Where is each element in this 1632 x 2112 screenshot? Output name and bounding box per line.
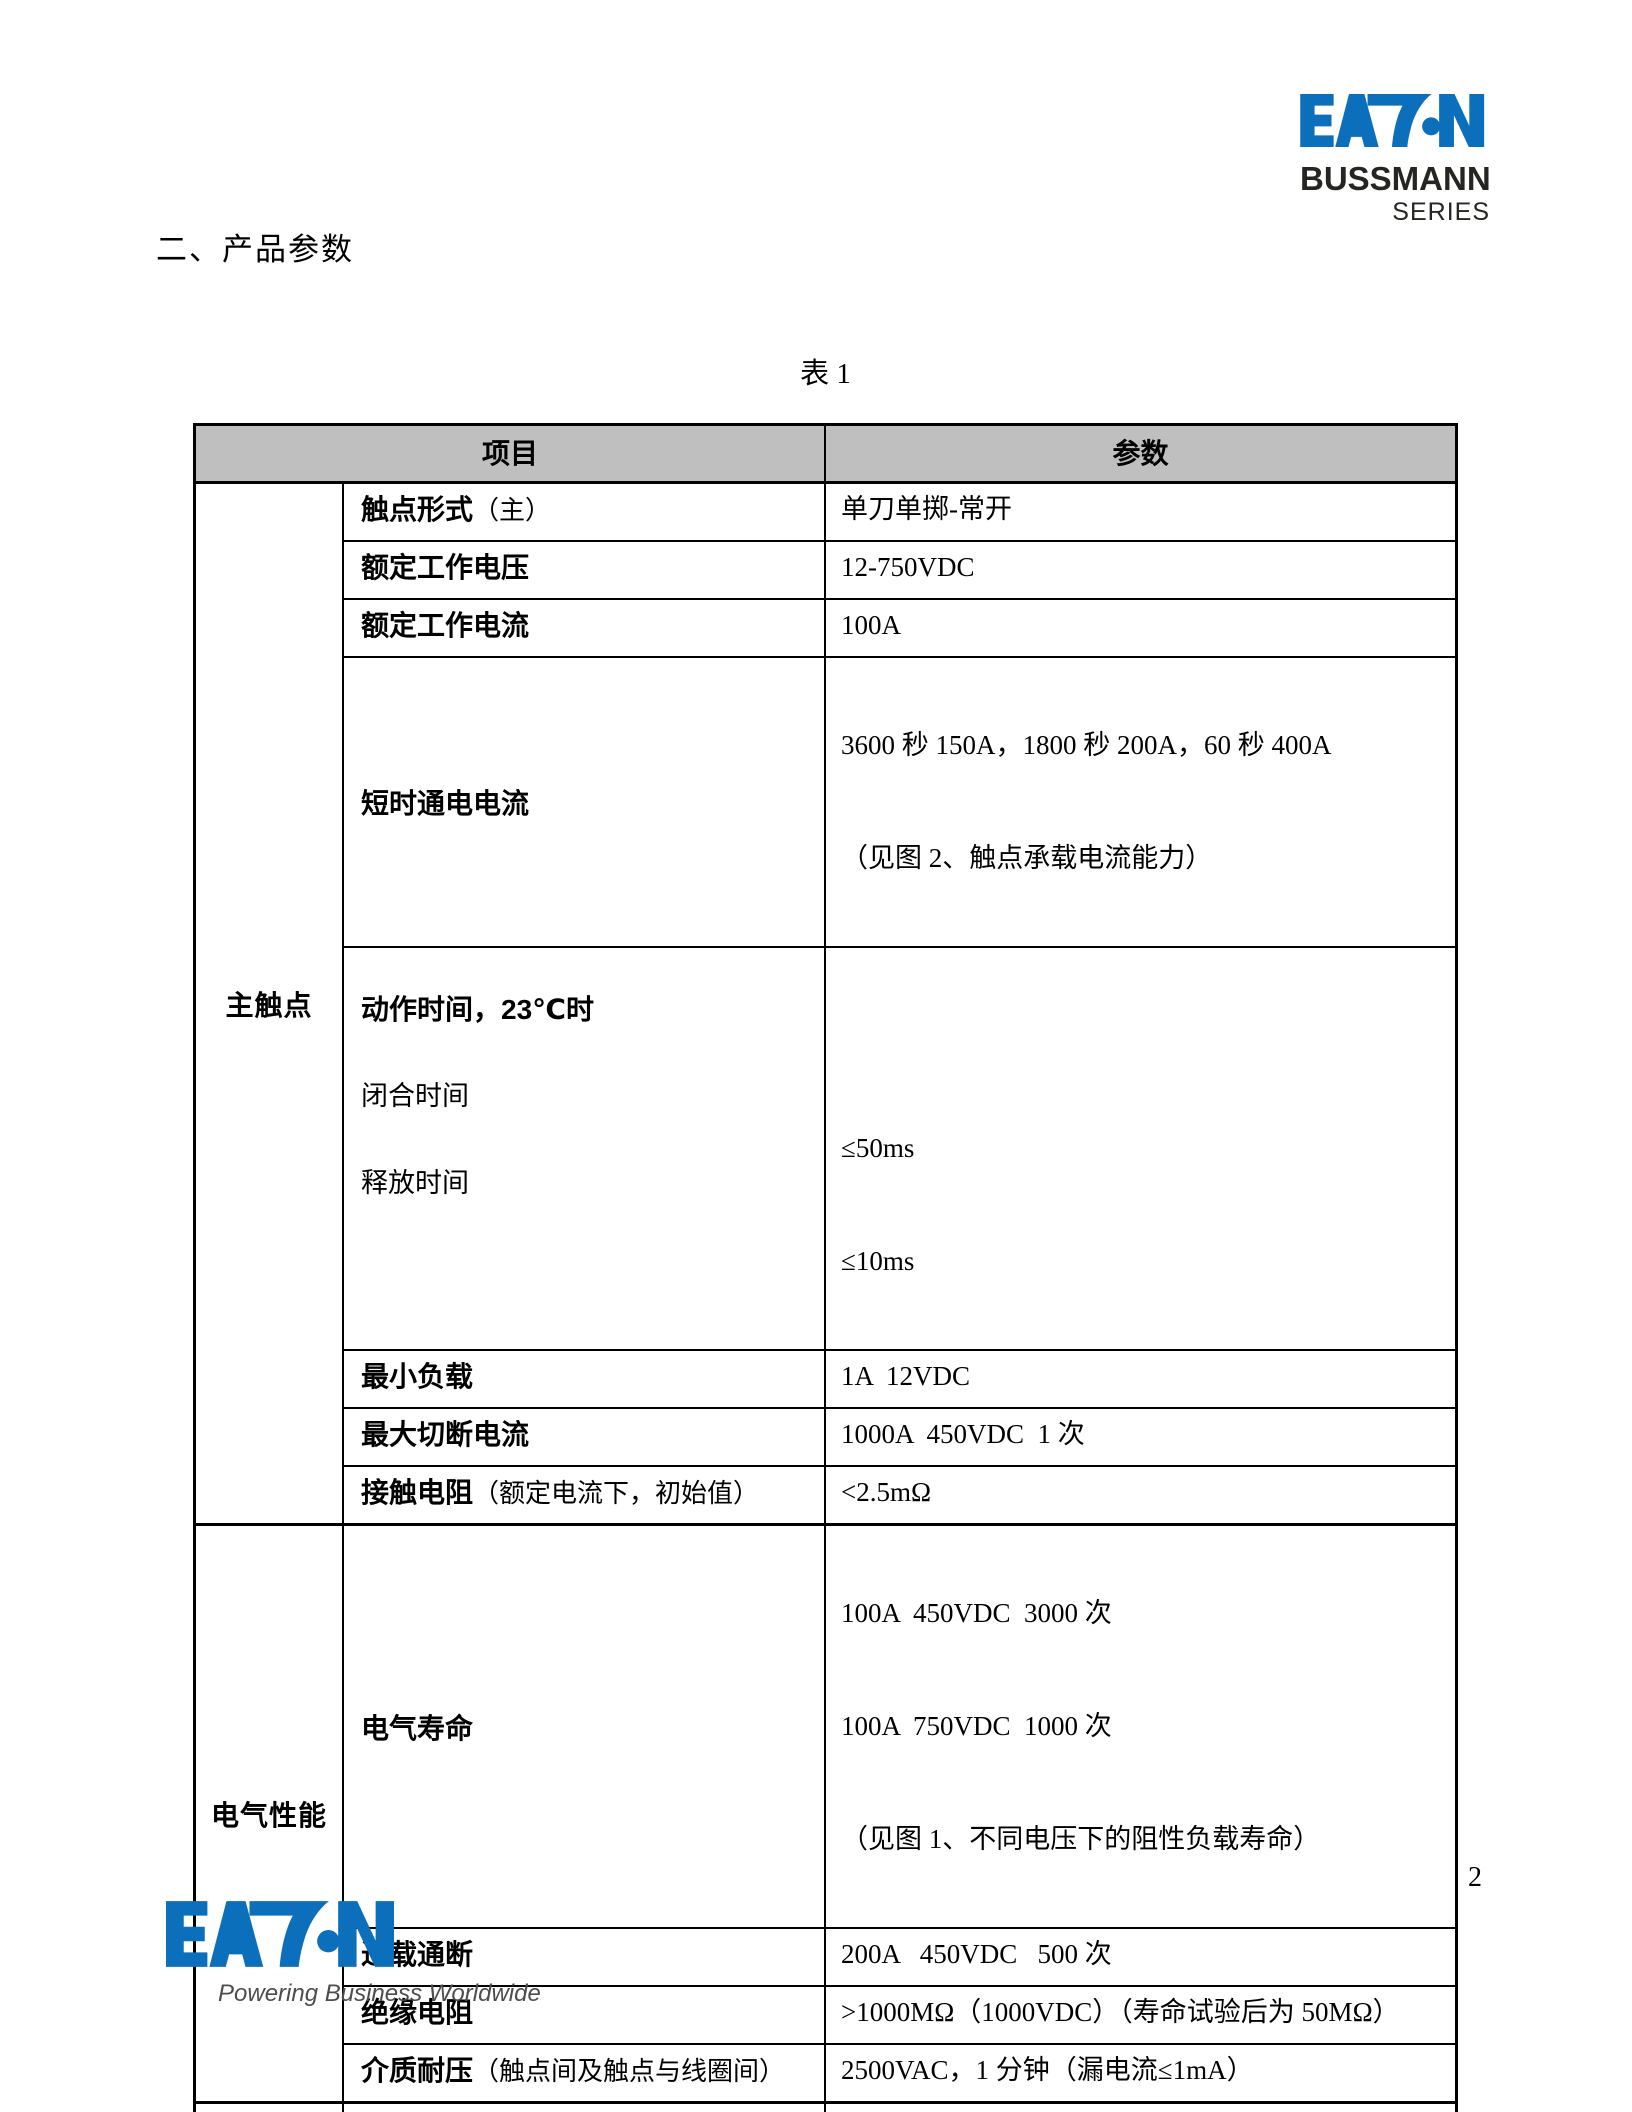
row-value: 单刀单掷-常开	[841, 494, 1012, 524]
table-row: 耐冲击-误动作冲击 半正弦波，11ms，196m/s²	[344, 2104, 1455, 2112]
row-value: 2500VAC，1 分钟（漏电流≤1mA）	[841, 2055, 1254, 2085]
row-value-line: ≤10ms	[841, 1246, 915, 1276]
header-cell-item: 项目	[196, 426, 826, 481]
row-label: 额定工作电压	[361, 552, 530, 583]
table-row: 介质耐压（触点间及触点与线圈间） 2500VAC，1 分钟（漏电流≤1mA）	[344, 2043, 1455, 2101]
row-label: 最大切断电流	[361, 1419, 530, 1450]
row-value: <2.5mΩ	[841, 1477, 932, 1507]
table-title: 表 1	[800, 358, 851, 390]
row-sublabel: 释放时间	[361, 1168, 469, 1198]
row-label: 最小负载	[361, 1361, 474, 1392]
table-row: 额定工作电压 12-750VDC	[344, 540, 1455, 598]
row-label: 短时通电电流	[361, 788, 530, 819]
row-value: 12-750VDC	[841, 552, 975, 582]
row-label: 触点形式	[361, 494, 474, 525]
row-sublabel: 闭合时间	[361, 1081, 469, 1111]
table-group-main-contact: 主触点 触点形式（主） 单刀单掷-常开 额定工作电压 12-750VDC 额定工…	[196, 484, 1455, 1523]
table-row: 电气寿命 100A 450VDC 3000 次 100A 750VDC 1000…	[344, 1526, 1455, 1927]
row-value-line	[841, 1010, 1455, 1061]
row-value: 半正弦波，11ms，196m/s²	[826, 2104, 1455, 2112]
table-row: 短时通电电流 3600 秒 150A，1800 秒 200A，60 秒 400A…	[344, 656, 1455, 946]
row-value: >1000MΩ（1000VDC）（寿命试验后为 50MΩ）	[841, 1997, 1400, 2027]
spec-table: 项目 参数 主触点 触点形式（主） 单刀单掷-常开 额定工作电压 12-750V…	[193, 423, 1458, 2112]
row-value-line: （见图 1、不同电压下的阻性负载寿命）	[841, 1824, 1321, 1854]
row-label: 绝缘电阻	[361, 1997, 474, 2028]
row-label: 介质耐压	[361, 2055, 474, 2086]
row-value-line: ≤50ms	[841, 1133, 915, 1163]
table-group-electrical: 电气性能 电气寿命 100A 450VDC 3000 次 100A 750VDC…	[196, 1523, 1455, 2101]
section-heading: 二、产品参数	[156, 232, 354, 267]
row-label: 电气寿命	[361, 1712, 474, 1744]
brand-block-bottom: Powering Business Worldwide	[166, 1901, 541, 2008]
table-row: 绝缘电阻 >1000MΩ（1000VDC）（寿命试验后为 50MΩ）	[344, 1985, 1455, 2043]
row-value-line: 3600 秒 150A，1800 秒 200A，60 秒 400A	[841, 730, 1332, 760]
brand-block-top: BUSSMANN SERIES	[1300, 94, 1491, 226]
table-row: 触点形式（主） 单刀单掷-常开	[344, 484, 1455, 540]
row-value: 1A 12VDC	[841, 1361, 971, 1391]
row-value: 200A 450VDC 500 次	[841, 1939, 1112, 1969]
row-label-note: （主）	[473, 496, 552, 525]
header-cell-param: 参数	[1112, 438, 1169, 469]
table-row: 过载通断 200A 450VDC 500 次	[344, 1927, 1455, 1985]
row-value-line: 100A 450VDC 3000 次	[841, 1598, 1112, 1628]
series-wordmark: SERIES	[1392, 198, 1490, 226]
table-header-row: 项目 参数	[196, 426, 1455, 484]
row-value: 100A 450VDC 3000 次 100A 750VDC 1000 次 （见…	[826, 1526, 1455, 1927]
eaton-logo-icon	[166, 1901, 395, 1967]
row-value: 100A	[841, 610, 901, 640]
row-value: 1000A 450VDC 1 次	[841, 1419, 1085, 1449]
group-label: 主触点	[196, 484, 344, 1523]
row-label-note: （额定电流下，初始值）	[473, 1479, 760, 1508]
page-number: 2	[1468, 1862, 1482, 1893]
table-row: 最大切断电流 1000A 450VDC 1 次	[344, 1407, 1455, 1465]
table-row: 最小负载 1A 12VDC	[344, 1349, 1455, 1407]
row-value: 3600 秒 150A，1800 秒 200A，60 秒 400A （见图 2、…	[826, 658, 1455, 946]
table-group-mechanical: 机械性能 耐冲击-误动作冲击 半正弦波，11ms，196m/s² 耐冲击-耐久冲…	[196, 2101, 1455, 2112]
table-row: 额定工作电流 100A	[344, 598, 1455, 656]
row-value-line: （见图 2、触点承载电流能力）	[841, 843, 1213, 873]
row-label: 接触电阻	[361, 1477, 474, 1508]
row-label: 动作时间，23℃时	[361, 994, 595, 1025]
bussmann-wordmark: BUSSMANN	[1300, 160, 1491, 197]
row-label-note: （触点间及触点与线圈间）	[473, 2057, 786, 2086]
brand-tagline: Powering Business Worldwide	[218, 1980, 541, 2007]
group-label: 电气性能	[196, 1526, 344, 2101]
group-label: 机械性能	[196, 2104, 344, 2112]
table-row: 接触电阻（额定电流下，初始值） <2.5mΩ	[344, 1465, 1455, 1523]
row-value: ≤50ms ≤10ms	[826, 948, 1455, 1349]
row-label: 额定工作电流	[361, 610, 530, 641]
table-row: 动作时间，23℃时 闭合时间 释放时间 ≤50ms ≤10ms	[344, 946, 1455, 1349]
row-value-line: 100A 750VDC 1000 次	[841, 1711, 1112, 1741]
eaton-logo-icon	[1300, 94, 1485, 147]
